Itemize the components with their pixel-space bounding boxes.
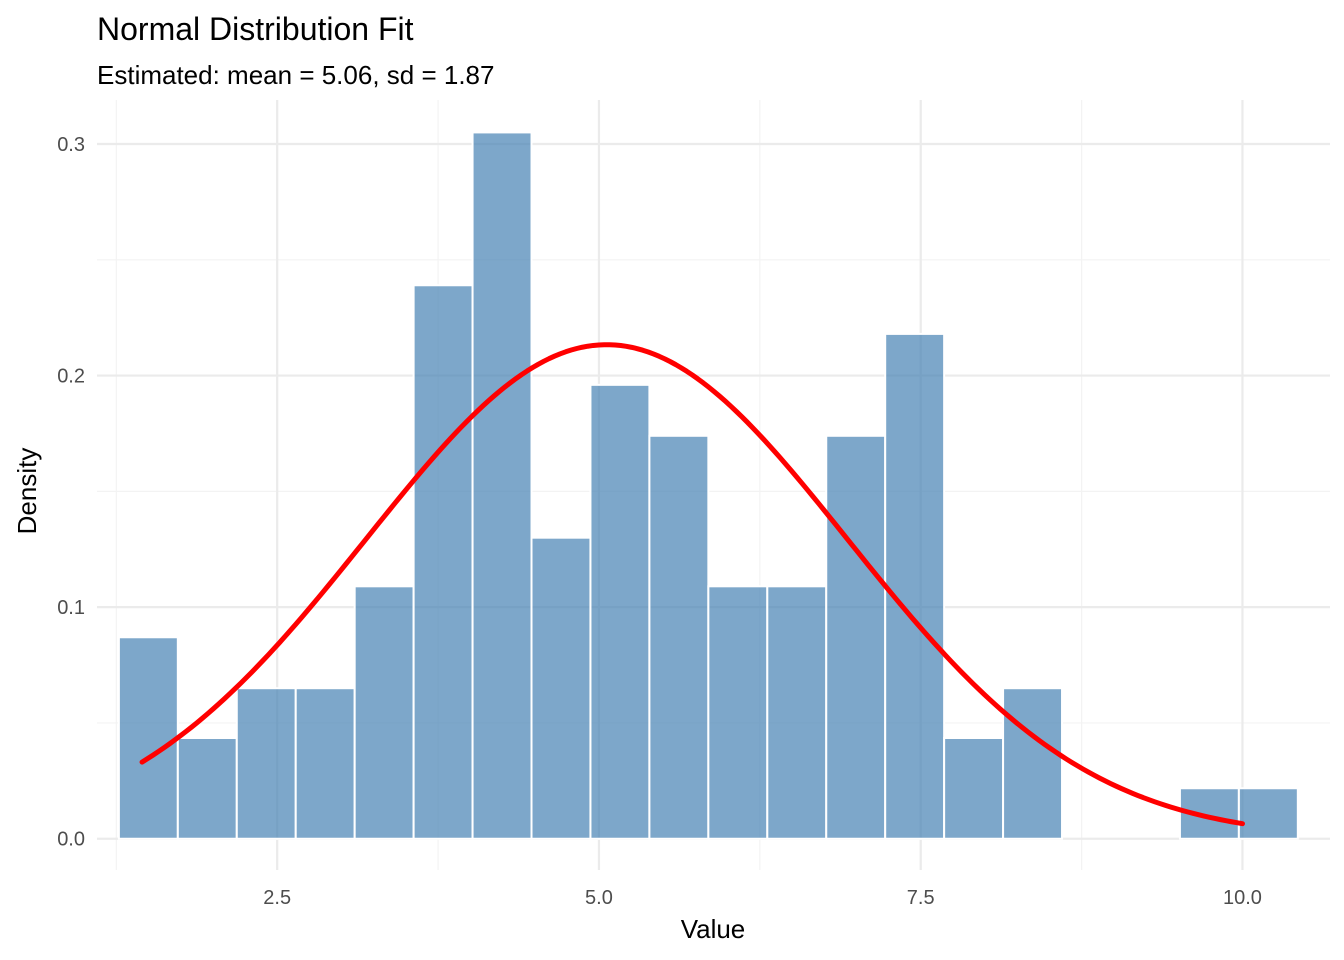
chart-title: Normal Distribution Fit <box>97 11 414 47</box>
normal-fit-curve <box>139 342 1245 827</box>
y-tick-label: 0.2 <box>57 366 85 388</box>
histogram-bar <box>530 536 592 840</box>
histogram-bars <box>117 131 1299 840</box>
histogram-bar <box>176 737 238 840</box>
y-axis-title: Density <box>12 448 42 535</box>
histogram-bar <box>648 434 710 840</box>
histogram-bar <box>884 332 946 840</box>
y-axis-ticks: 0.0 0.1 0.2 0.3 <box>57 134 85 851</box>
histogram-bar <box>707 585 769 840</box>
x-tick-label: 5.0 <box>585 887 613 909</box>
histogram-bar <box>1237 787 1299 840</box>
x-tick-label: 10.0 <box>1223 887 1262 909</box>
x-tick-label: 2.5 <box>263 887 291 909</box>
histogram-bar <box>235 687 297 840</box>
chart-subtitle: Estimated: mean = 5.06, sd = 1.87 <box>97 60 494 90</box>
x-axis-title: Value <box>681 914 746 944</box>
histogram-bar <box>471 131 533 840</box>
histogram-bar <box>766 585 828 840</box>
histogram-bar <box>943 737 1005 840</box>
histogram-bar <box>825 434 887 840</box>
histogram-bar <box>589 383 651 840</box>
histogram-bar <box>1002 687 1064 840</box>
histogram-bar <box>412 284 474 840</box>
histogram-bar <box>117 636 179 840</box>
x-axis-ticks: 2.5 5.0 7.5 10.0 <box>263 887 1262 909</box>
histogram-bar <box>353 585 415 840</box>
y-tick-label: 0.3 <box>57 134 85 156</box>
y-tick-label: 0.0 <box>57 829 85 851</box>
normal-fit-line <box>139 342 1245 827</box>
histogram-bar <box>294 687 356 840</box>
x-tick-label: 7.5 <box>907 887 935 909</box>
y-tick-label: 0.1 <box>57 597 85 619</box>
